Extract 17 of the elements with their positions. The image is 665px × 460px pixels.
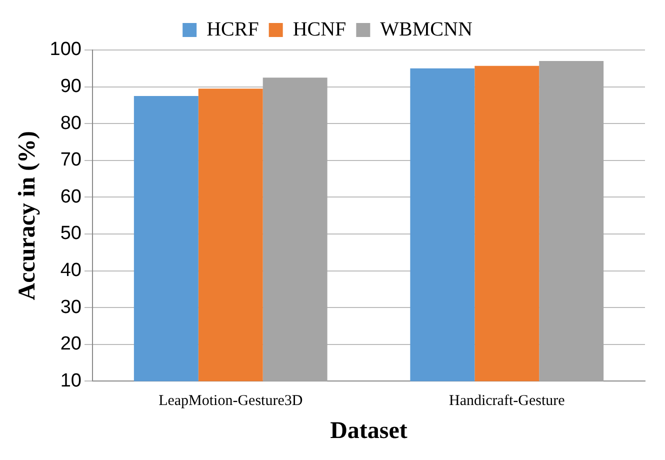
legend-label: WBMCNN [380, 18, 472, 40]
y-tick-label: 10 [60, 370, 82, 392]
legend-label: HCRF [206, 18, 259, 40]
y-tick-label: 50 [60, 223, 82, 244]
y-tick-label: 70 [60, 150, 82, 171]
x-tick-label: Handicraft-Gesture [448, 393, 566, 410]
y-tick-label: 30 [60, 296, 82, 318]
y-tick-label: 100 [50, 39, 82, 60]
y-tick-label: 60 [60, 186, 82, 208]
legend-label: HCNF [292, 18, 346, 40]
y-tick-label: 90 [60, 76, 82, 98]
y-tick-label: 40 [60, 260, 82, 282]
y-tick-label: 20 [60, 334, 82, 355]
x-axis-title: Dataset [330, 418, 408, 444]
x-tick-label: LeapMotion-Gesture3D [158, 393, 303, 410]
y-tick-label: 80 [60, 112, 82, 134]
y-axis-title: Accuracy in (%) [14, 130, 41, 300]
